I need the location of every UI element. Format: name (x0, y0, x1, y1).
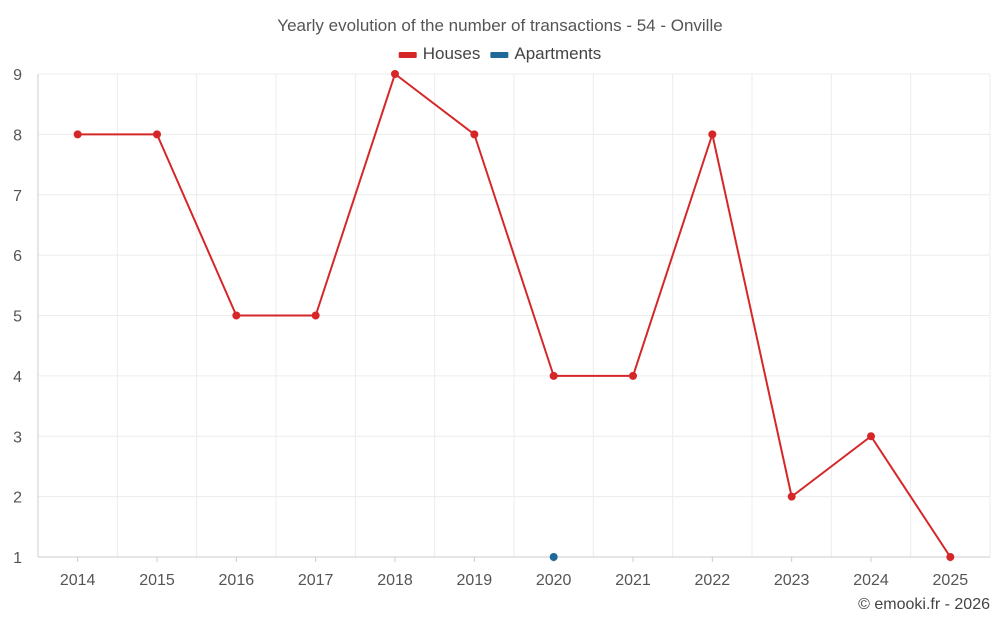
axes: 1 2 3 4 5 6 7 8 9 2014 2015 2016 2017 2018 2019 2020 202… (13, 67, 990, 589)
x-tick-label: 2024 (853, 572, 889, 589)
legend-label: Apartments (514, 44, 601, 63)
y-tick-label: 4 (13, 369, 22, 386)
x-tick-label: 2014 (60, 572, 96, 589)
series-apartments (549, 553, 558, 561)
y-tick-label: 5 (13, 309, 22, 326)
data-point-houses[interactable] (73, 130, 82, 139)
data-point-houses[interactable] (153, 130, 161, 139)
x-tick-label: 2022 (695, 572, 731, 589)
y-tick-label: 6 (13, 248, 22, 265)
data-point-houses[interactable] (787, 492, 796, 501)
legend[interactable]: Houses Apartments (398, 44, 602, 63)
legend-swatch (398, 52, 417, 58)
x-tick-label: 2015 (139, 572, 175, 589)
chart-title: Yearly evolution of the number of transa… (277, 16, 722, 35)
x-tick-label: 2016 (219, 572, 255, 589)
y-tick-label: 8 (13, 127, 22, 144)
y-tick-label: 3 (13, 429, 22, 446)
data-point-houses[interactable] (549, 371, 558, 380)
x-tick-label: 2023 (774, 572, 810, 589)
data-point-houses[interactable] (629, 371, 637, 380)
credit-text: © emooki.fr - 2026 (858, 596, 990, 613)
x-tick-label: 2019 (457, 572, 493, 589)
data-point-houses[interactable] (470, 130, 479, 139)
x-tick-label: 2021 (615, 572, 651, 589)
legend-item-houses[interactable]: Houses (398, 44, 481, 63)
data-point-houses[interactable] (391, 70, 399, 78)
data-point-houses[interactable] (946, 553, 955, 561)
grid (37, 73, 991, 558)
data-point-houses[interactable] (708, 130, 717, 139)
x-tick-label: 2017 (298, 572, 334, 589)
x-tick-label: 2025 (933, 572, 969, 589)
x-tick-label: 2020 (536, 572, 572, 589)
data-point-houses[interactable] (232, 311, 241, 320)
series-houses (73, 70, 955, 561)
data-point-apartments[interactable] (549, 553, 558, 561)
x-tick-label: 2018 (377, 572, 413, 589)
series-line-houses (77, 73, 952, 558)
legend-swatch (490, 52, 509, 58)
legend-label: Houses (423, 44, 481, 63)
y-tick-label: 7 (13, 188, 22, 205)
series-layer (73, 70, 955, 561)
y-tick-label: 2 (13, 490, 22, 507)
y-tick-label: 1 (13, 550, 22, 567)
data-point-houses[interactable] (867, 432, 875, 441)
legend-item-apartments[interactable]: Apartments (490, 44, 601, 63)
data-point-houses[interactable] (311, 311, 320, 320)
y-tick-label: 9 (13, 67, 22, 84)
